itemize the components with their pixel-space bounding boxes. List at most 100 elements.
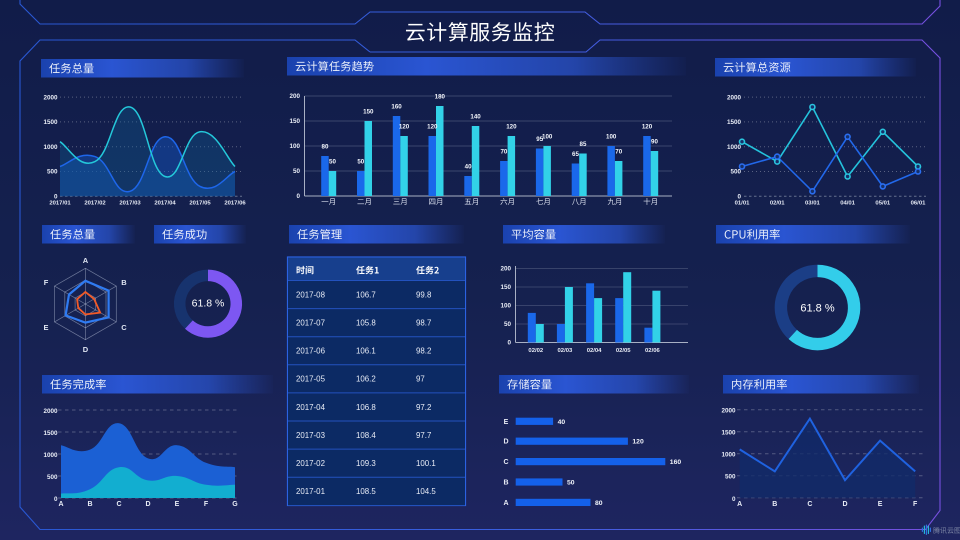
svg-text:80: 80 <box>322 144 329 151</box>
svg-text:500: 500 <box>725 474 736 481</box>
svg-text:61.8 %: 61.8 % <box>192 297 225 309</box>
svg-text:40: 40 <box>465 164 472 171</box>
svg-text:2000: 2000 <box>721 408 736 415</box>
svg-text:0: 0 <box>732 496 736 503</box>
svg-text:106.2: 106.2 <box>356 375 376 384</box>
svg-text:180: 180 <box>435 94 446 101</box>
svg-text:0: 0 <box>507 340 511 347</box>
svg-text:E: E <box>878 501 883 508</box>
svg-text:120: 120 <box>399 124 410 131</box>
svg-text:95: 95 <box>536 136 543 143</box>
svg-text:02/05: 02/05 <box>616 348 631 354</box>
svg-text:F: F <box>913 501 918 508</box>
svg-text:2017-01: 2017-01 <box>296 487 325 496</box>
svg-text:106.1: 106.1 <box>356 347 376 356</box>
svg-text:B: B <box>87 501 92 508</box>
svg-text:104.5: 104.5 <box>416 487 436 496</box>
svg-text:2017-06: 2017-06 <box>296 347 326 356</box>
svg-text:108.4: 108.4 <box>356 431 376 440</box>
svg-text:F: F <box>204 501 209 508</box>
svg-text:50: 50 <box>504 321 512 328</box>
svg-text:2017-05: 2017-05 <box>296 375 326 384</box>
svg-text:100: 100 <box>606 134 617 141</box>
svg-text:01/01: 01/01 <box>735 200 750 206</box>
svg-text:1500: 1500 <box>43 119 58 126</box>
svg-text:2017-03: 2017-03 <box>296 431 326 440</box>
svg-text:80: 80 <box>595 500 603 507</box>
svg-text:65: 65 <box>572 151 579 158</box>
svg-text:C: C <box>807 501 812 508</box>
svg-text:150: 150 <box>500 284 511 291</box>
svg-text:03/01: 03/01 <box>805 200 820 206</box>
svg-text:106.8: 106.8 <box>356 403 376 412</box>
svg-text:05/01: 05/01 <box>875 200 890 206</box>
svg-text:50: 50 <box>293 168 301 175</box>
svg-text:C: C <box>116 501 121 508</box>
svg-text:B: B <box>121 278 127 287</box>
svg-text:E: E <box>504 419 509 426</box>
svg-text:85: 85 <box>580 141 587 148</box>
svg-text:100.1: 100.1 <box>416 459 436 468</box>
svg-text:150: 150 <box>363 109 374 116</box>
svg-text:04/01: 04/01 <box>840 200 855 206</box>
svg-text:100: 100 <box>500 303 511 310</box>
svg-text:1000: 1000 <box>727 144 742 151</box>
svg-text:2000: 2000 <box>727 94 742 101</box>
svg-text:D: D <box>145 501 150 508</box>
svg-text:70: 70 <box>500 149 507 156</box>
svg-text:A: A <box>737 501 742 508</box>
svg-text:1000: 1000 <box>43 144 58 151</box>
svg-text:160: 160 <box>670 459 682 466</box>
svg-text:108.5: 108.5 <box>356 487 376 496</box>
svg-text:106.7: 106.7 <box>356 290 376 299</box>
svg-text:61.8 %: 61.8 % <box>800 302 834 314</box>
svg-text:120: 120 <box>506 124 517 131</box>
svg-text:2017/04: 2017/04 <box>154 200 176 206</box>
svg-text:150: 150 <box>289 118 300 125</box>
svg-text:50: 50 <box>329 159 336 166</box>
svg-text:D: D <box>503 439 508 446</box>
svg-text:2017/03: 2017/03 <box>119 200 141 206</box>
svg-text:100: 100 <box>542 134 553 141</box>
svg-text:98.7: 98.7 <box>416 319 431 328</box>
svg-text:1500: 1500 <box>721 430 736 437</box>
svg-text:A: A <box>58 501 63 508</box>
svg-text:D: D <box>83 345 89 354</box>
svg-text:109.3: 109.3 <box>356 459 376 468</box>
svg-text:200: 200 <box>289 93 300 100</box>
svg-text:97.2: 97.2 <box>416 403 431 412</box>
svg-text:0: 0 <box>54 194 58 201</box>
svg-text:A: A <box>83 256 89 265</box>
svg-text:2017-08: 2017-08 <box>296 290 326 299</box>
svg-text:0: 0 <box>737 194 741 201</box>
svg-text:500: 500 <box>47 169 58 176</box>
svg-text:97: 97 <box>416 375 425 384</box>
svg-text:70: 70 <box>615 149 622 156</box>
svg-text:02/02: 02/02 <box>528 348 543 354</box>
svg-text:50: 50 <box>357 159 364 166</box>
svg-text:1000: 1000 <box>721 452 736 459</box>
svg-text:2000: 2000 <box>43 408 58 415</box>
svg-text:120: 120 <box>427 124 438 131</box>
svg-text:2017/05: 2017/05 <box>189 200 211 206</box>
svg-text:100: 100 <box>289 143 300 150</box>
svg-text:C: C <box>503 459 508 466</box>
svg-text:0: 0 <box>54 496 58 503</box>
svg-text:06/01: 06/01 <box>911 200 926 206</box>
svg-text:200: 200 <box>500 266 511 273</box>
svg-text:B: B <box>772 501 777 508</box>
svg-text:99.8: 99.8 <box>416 290 432 299</box>
svg-text:D: D <box>842 501 847 508</box>
svg-text:0: 0 <box>296 193 300 200</box>
svg-text:90: 90 <box>651 139 658 146</box>
svg-text:2017/06: 2017/06 <box>224 200 246 206</box>
svg-text:C: C <box>121 323 127 332</box>
svg-text:2017-04: 2017-04 <box>296 403 326 412</box>
svg-text:02/04: 02/04 <box>587 348 602 354</box>
svg-text:40: 40 <box>558 419 566 426</box>
svg-text:160: 160 <box>391 104 402 111</box>
svg-text:1500: 1500 <box>43 430 58 437</box>
svg-text:50: 50 <box>567 480 575 487</box>
svg-text:02/01: 02/01 <box>770 200 785 206</box>
svg-text:A: A <box>503 500 508 507</box>
